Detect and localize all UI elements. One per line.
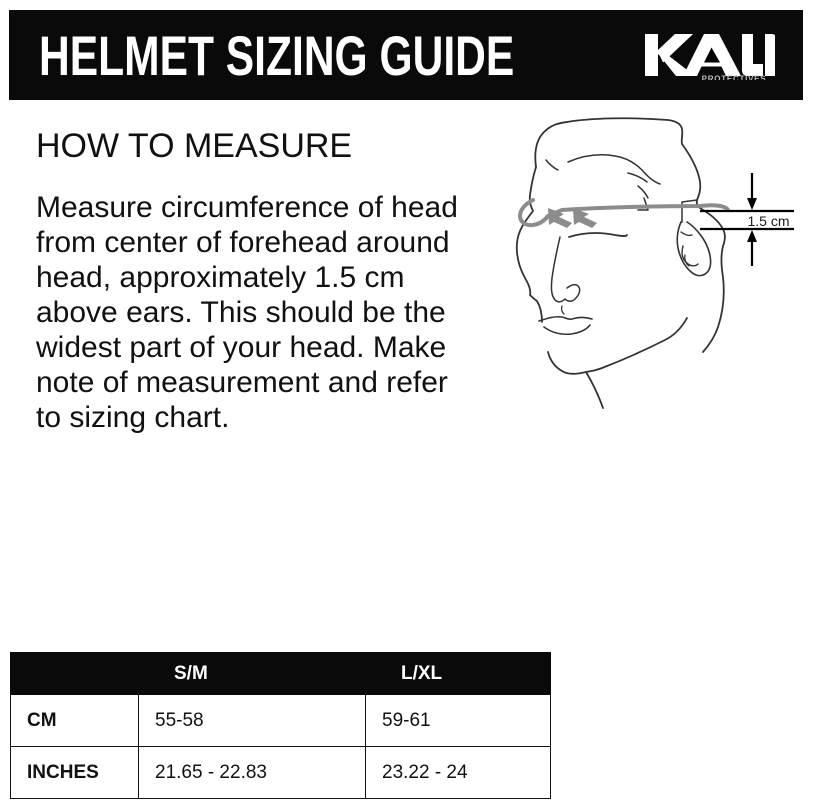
svg-text:PROTECTIVES: PROTECTIVES (702, 75, 767, 81)
